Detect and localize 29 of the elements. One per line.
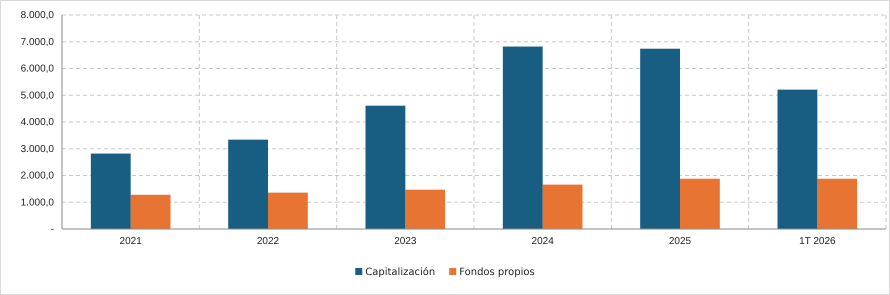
- bar: [778, 90, 818, 229]
- y-tick-label: 5.000,0: [20, 90, 54, 102]
- y-tick-label: 2.000,0: [20, 170, 54, 182]
- bar: [228, 140, 268, 229]
- bar: [680, 178, 720, 229]
- y-tick-label: 4.000,0: [20, 117, 54, 128]
- bar: [268, 192, 308, 229]
- x-tick-label: 2025: [668, 236, 692, 248]
- x-tick-label: 2022: [256, 236, 280, 248]
- legend-label: Fondos propios: [459, 267, 535, 278]
- bar: [640, 48, 680, 229]
- y-tick-label: 8.000,0: [20, 10, 54, 22]
- bar: [542, 184, 582, 229]
- bar: [502, 46, 543, 229]
- legend-label: Capitalización: [365, 267, 436, 278]
- y-tick-label: 6.000,0: [20, 64, 54, 75]
- x-tick-label: 2021: [120, 236, 142, 248]
- x-tick-label: 2023: [394, 236, 417, 248]
- bar: [817, 178, 858, 229]
- bar: [405, 190, 446, 229]
- y-tick-label: -: [50, 224, 54, 236]
- y-tick-label: 1.000,0: [20, 197, 54, 208]
- y-tick-label: 7.000,0: [20, 36, 54, 48]
- y-tick-label: 3.000,0: [20, 144, 54, 155]
- x-tick-label: 1T 2026: [799, 236, 836, 248]
- bar: [366, 106, 406, 229]
- bar: [90, 154, 131, 229]
- bar: [130, 194, 170, 229]
- x-tick-label: 2024: [532, 236, 554, 248]
